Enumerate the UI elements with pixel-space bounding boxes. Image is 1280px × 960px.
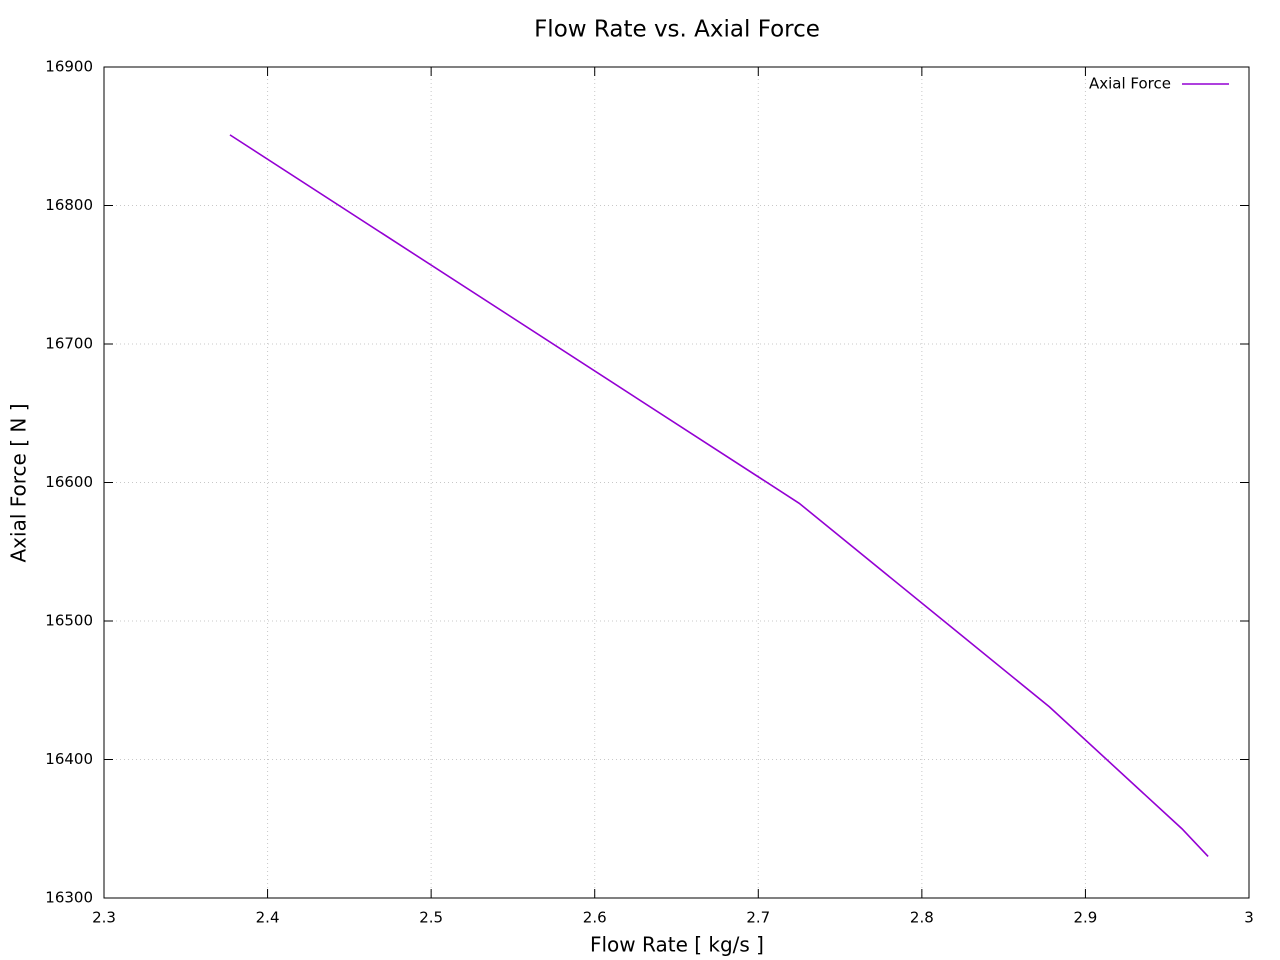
chart-title: Flow Rate vs. Axial Force	[534, 17, 820, 43]
x-tick-label: 2.6	[583, 909, 607, 927]
y-tick-label: 16500	[45, 612, 93, 630]
y-tick-label: 16600	[45, 473, 93, 491]
x-tick-label: 2.9	[1073, 909, 1097, 927]
plot-frame	[103, 66, 1250, 899]
x-tick-label: 2.7	[746, 909, 770, 927]
x-tick-label: 2.4	[256, 909, 280, 927]
y-tick-label: 16300	[45, 889, 93, 907]
x-tick-label: 3	[1244, 909, 1254, 927]
x-tick-label: 2.8	[910, 909, 934, 927]
legend-label: Axial Force	[1089, 75, 1171, 93]
y-tick-label: 16400	[45, 750, 93, 768]
y-axis-label: Axial Force [ N ]	[7, 404, 31, 563]
y-tick-label: 16900	[45, 58, 93, 76]
y-tick-label: 16800	[45, 196, 93, 214]
y-tick-label: 16700	[45, 335, 93, 353]
x-tick-label: 2.3	[92, 909, 116, 927]
x-tick-label: 2.5	[419, 909, 443, 927]
data-line	[229, 134, 1209, 857]
x-axis-label: Flow Rate [ kg/s ]	[590, 933, 764, 957]
